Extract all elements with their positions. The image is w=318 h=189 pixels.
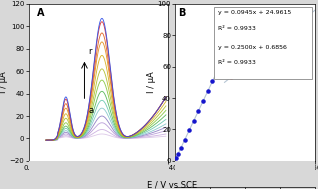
Point — [256, 53, 261, 56]
Point — [174, 156, 179, 159]
Text: B: B — [178, 9, 185, 19]
Text: r: r — [89, 47, 92, 56]
Point — [275, 39, 280, 42]
X-axis label: [Trp] / μM: [Trp] / μM — [225, 173, 265, 181]
Y-axis label: I / μA: I / μA — [147, 71, 156, 93]
Text: A: A — [37, 9, 45, 19]
Point — [247, 61, 252, 64]
Bar — [214, 7, 312, 79]
Text: E / V vs SCE: E / V vs SCE — [147, 180, 197, 189]
Text: y = 0.2500x + 0.6856: y = 0.2500x + 0.6856 — [218, 45, 287, 50]
Point — [205, 90, 210, 93]
Point — [178, 146, 183, 149]
Point — [191, 119, 197, 122]
Point — [201, 99, 206, 102]
Point — [284, 31, 289, 34]
Point — [176, 153, 181, 156]
Point — [229, 76, 234, 79]
Point — [266, 46, 271, 49]
Point — [223, 52, 228, 55]
Point — [182, 139, 187, 142]
Point — [294, 24, 299, 27]
Text: a: a — [89, 106, 94, 115]
Y-axis label: I / μA: I / μA — [0, 71, 8, 93]
Point — [215, 70, 220, 73]
Point — [238, 68, 243, 71]
Point — [210, 80, 215, 83]
Point — [187, 129, 192, 132]
Point — [219, 60, 224, 63]
Text: y = 0.0945x + 24.9615: y = 0.0945x + 24.9615 — [218, 10, 292, 15]
Text: R² = 0.9933: R² = 0.9933 — [218, 60, 256, 65]
Point — [196, 109, 201, 112]
Text: R² = 0.9933: R² = 0.9933 — [218, 26, 256, 31]
Point — [303, 16, 308, 19]
X-axis label: E / V vs SCE: E / V vs SCE — [73, 173, 123, 181]
